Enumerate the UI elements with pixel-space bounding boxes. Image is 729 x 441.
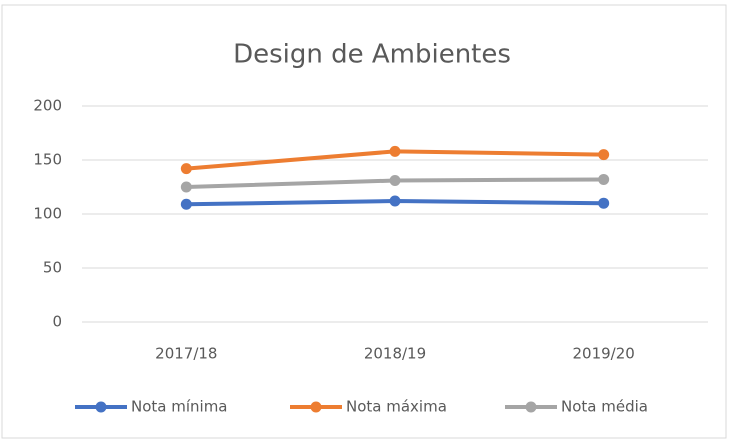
point xyxy=(389,195,401,207)
y-tick-label: 100 xyxy=(33,205,62,223)
point xyxy=(180,198,192,210)
point xyxy=(598,173,610,185)
point xyxy=(180,181,192,193)
x-tick-label: 2018/19 xyxy=(364,345,426,363)
x-tick-label: 2017/18 xyxy=(155,345,217,363)
point xyxy=(389,145,401,157)
point xyxy=(389,175,401,187)
legend-marker xyxy=(95,401,107,413)
x-tick-label: 2019/20 xyxy=(573,345,635,363)
legend-label: Nota mínima xyxy=(131,398,228,416)
legend-label: Nota máxima xyxy=(346,398,447,416)
y-tick-label: 50 xyxy=(43,259,62,277)
y-tick-label: 0 xyxy=(52,313,62,331)
point xyxy=(180,163,192,175)
y-tick-label: 200 xyxy=(33,97,62,115)
point xyxy=(598,149,610,161)
legend-label: Nota média xyxy=(561,398,648,416)
chart-title: Design de Ambientes xyxy=(233,40,511,70)
legend-marker xyxy=(525,401,537,413)
y-tick-label: 150 xyxy=(33,151,62,169)
point xyxy=(598,197,610,209)
legend-marker xyxy=(310,401,322,413)
chart-border xyxy=(1,4,727,439)
